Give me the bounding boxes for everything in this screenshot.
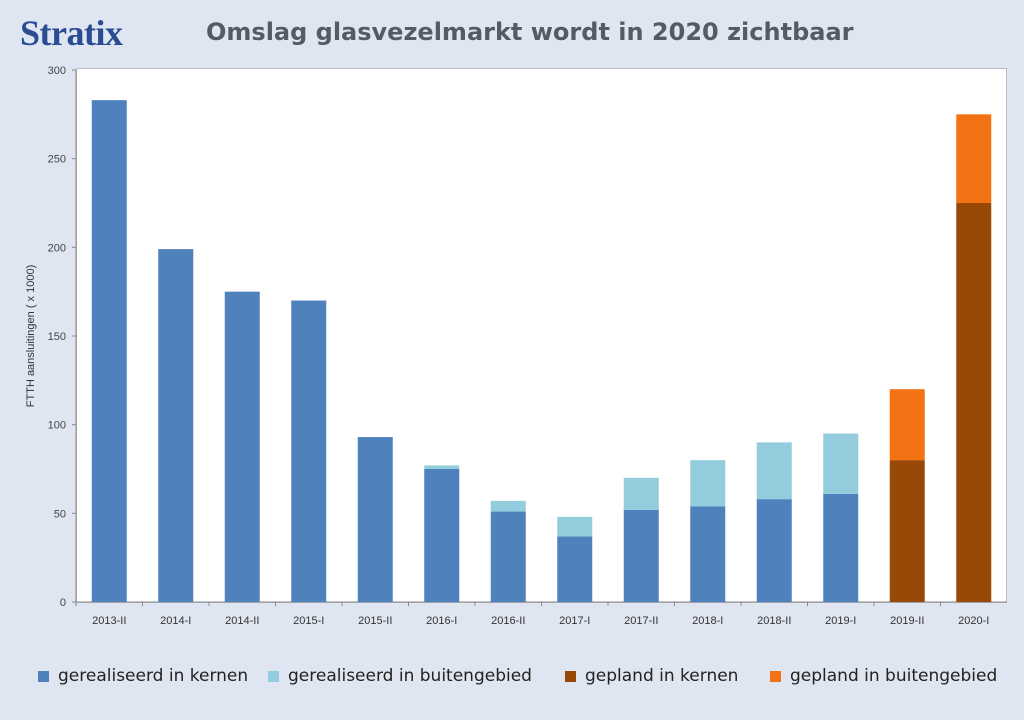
- bar-2020-I: [956, 203, 992, 602]
- bar-2018-II: [756, 499, 792, 602]
- chart-title: Omslag glasvezelmarkt wordt in 2020 zich…: [206, 18, 854, 46]
- header: Stratix Omslag glasvezelmarkt wordt in 2…: [0, 0, 1024, 62]
- legend-item: gepland in kernen: [565, 662, 738, 690]
- bar-2014-I: [158, 249, 194, 602]
- legend-label: gerealiseerd in kernen: [58, 666, 249, 686]
- bar-2018-I: [690, 460, 726, 507]
- x-tick-label: 2016-II: [491, 615, 525, 627]
- legend-swatch: [770, 670, 781, 682]
- legend-swatch: [268, 670, 279, 682]
- bar-chart: 0 50 100 150 200 250 300 FTTH aansluitingen ( x…: [25, 65, 1007, 627]
- legend-item: gepland in buitengebied: [770, 662, 997, 690]
- bar-2019-II: [889, 460, 925, 602]
- y-tick-label: 300: [48, 65, 66, 77]
- bar-2013-II: [91, 100, 127, 602]
- bar-2016-I: [424, 469, 460, 602]
- y-tick-label: 0: [60, 597, 66, 609]
- x-tick-label: 2014-I: [160, 615, 191, 627]
- legend-swatch: [565, 670, 576, 682]
- bar-2017-I: [557, 536, 593, 602]
- bar-2015-I: [291, 300, 327, 602]
- x-tick-label: 2017-II: [624, 615, 658, 627]
- x-tick-label: 2015-II: [358, 615, 392, 627]
- bar-2016-II: [490, 511, 526, 602]
- x-tick-label: 2020-I: [958, 615, 989, 627]
- bar-2016-I: [424, 465, 460, 469]
- bar-2017-II: [623, 477, 659, 510]
- bar-2019-I: [823, 433, 859, 494]
- legend-item: gerealiseerd in kernen: [38, 662, 248, 690]
- bar-2019-II: [889, 389, 925, 461]
- bar-2018-I: [690, 506, 726, 602]
- bar-2020-I: [956, 114, 992, 203]
- x-tick-label: 2013-II: [92, 615, 126, 627]
- bar-2018-II: [756, 442, 792, 500]
- x-tick-label: 2019-II: [890, 615, 924, 627]
- bar-2019-I: [823, 493, 859, 602]
- y-tick-label: 200: [48, 242, 66, 254]
- x-tick-label: 2015-I: [293, 615, 324, 627]
- chart-legend: gerealiseerd in kernen gerealiseerd in bu…: [38, 662, 1008, 690]
- stratix-logo: Stratix: [20, 13, 123, 53]
- y-axis-title: FTTH aansluitingen ( x 1000): [25, 265, 37, 407]
- x-tick-label: 2016-I: [426, 615, 457, 627]
- legend-label: gepland in buitengebied: [790, 666, 998, 686]
- legend-swatch: [38, 670, 49, 682]
- x-tick-label: 2014-II: [225, 615, 259, 627]
- y-tick-label: 100: [48, 420, 66, 432]
- bar-2017-I: [557, 516, 593, 537]
- bar-2014-II: [224, 291, 260, 602]
- y-tick-label: 50: [54, 508, 66, 520]
- legend-label: gepland in kernen: [585, 666, 739, 686]
- y-tick-label: 150: [48, 331, 66, 343]
- x-tick-label: 2018-I: [692, 615, 723, 627]
- bar-2015-II: [357, 437, 393, 602]
- x-tick-label: 2018-II: [757, 615, 791, 627]
- bar-2017-II: [623, 509, 659, 602]
- y-tick-label: 250: [48, 154, 66, 166]
- legend-label: gerealiseerd in buitengebied: [288, 666, 532, 686]
- legend-item: gerealiseerd in buitengebied: [268, 662, 532, 690]
- bar-2016-II: [490, 500, 526, 512]
- x-tick-label: 2017-I: [559, 615, 590, 627]
- x-tick-label: 2019-I: [825, 615, 856, 627]
